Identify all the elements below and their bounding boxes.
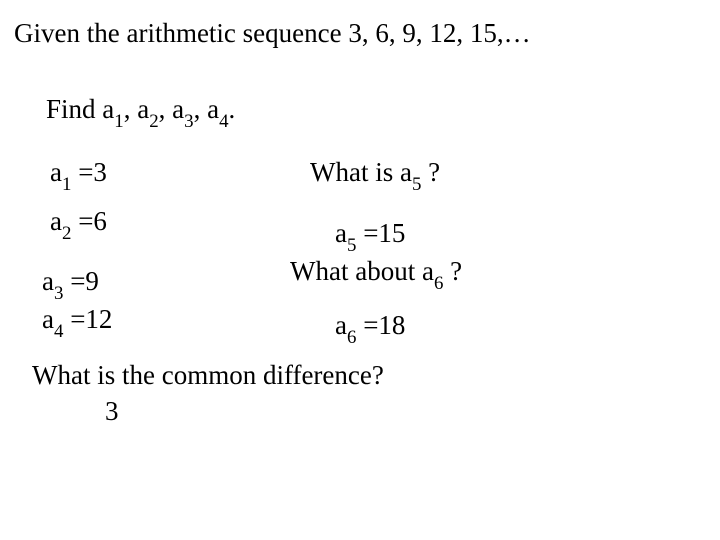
a3-line: a3 =9 xyxy=(42,266,99,302)
q6-sub: 6 xyxy=(434,273,443,294)
a1-label: a xyxy=(50,157,62,187)
find-suffix: . xyxy=(229,94,236,124)
a3-label: a xyxy=(42,266,54,296)
cd-answer-text: 3 xyxy=(105,396,119,426)
a3-sub: 3 xyxy=(54,283,63,304)
a5-label: a xyxy=(335,218,347,248)
a2-eq: =6 xyxy=(71,206,106,236)
find-mid-2: , a xyxy=(159,94,184,124)
find-prefix: Find a xyxy=(46,94,114,124)
find-line: Find a1, a2, a3, a4. xyxy=(46,94,235,130)
cd-question-text: What is the common difference? xyxy=(32,360,384,390)
a2-label: a xyxy=(50,206,62,236)
a5-sub: 5 xyxy=(347,235,356,256)
a5-eq: =15 xyxy=(356,218,405,248)
a1-eq: =3 xyxy=(71,157,106,187)
a6-label: a xyxy=(335,310,347,340)
a6-sub: 6 xyxy=(347,327,356,348)
find-sub-2: 2 xyxy=(149,111,158,132)
a4-line: a4 =12 xyxy=(42,304,112,340)
a1-line: a1 =3 xyxy=(50,157,107,193)
q5-post: ? xyxy=(421,157,440,187)
q5-pre: What is a xyxy=(310,157,412,187)
q6-line: What about a6 ? xyxy=(290,256,462,292)
cd-answer-line: 3 xyxy=(105,396,119,427)
a3-eq: =9 xyxy=(63,266,98,296)
q6-post: ? xyxy=(443,256,462,286)
a2-line: a2 =6 xyxy=(50,206,107,242)
a4-sub: 4 xyxy=(54,321,63,342)
find-sub-3: 3 xyxy=(184,111,193,132)
a4-label: a xyxy=(42,304,54,334)
a6-line: a6 =18 xyxy=(335,310,405,346)
q5-sub: 5 xyxy=(412,174,421,195)
q6-pre: What about a xyxy=(290,256,434,286)
title-text: Given the arithmetic sequence 3, 6, 9, 1… xyxy=(14,18,531,48)
find-sub-1: 1 xyxy=(114,111,123,132)
find-sub-4: 4 xyxy=(219,111,228,132)
cd-question-line: What is the common difference? xyxy=(32,360,384,391)
q5-line: What is a5 ? xyxy=(310,157,440,193)
slide: Given the arithmetic sequence 3, 6, 9, 1… xyxy=(0,0,720,540)
a4-eq: =12 xyxy=(63,304,112,334)
a6-eq: =18 xyxy=(356,310,405,340)
find-mid-1: , a xyxy=(124,94,149,124)
find-mid-3: , a xyxy=(194,94,219,124)
a1-sub: 1 xyxy=(62,174,71,195)
a5-line: a5 =15 xyxy=(335,218,405,254)
a2-sub: 2 xyxy=(62,223,71,244)
title-line: Given the arithmetic sequence 3, 6, 9, 1… xyxy=(14,18,531,49)
